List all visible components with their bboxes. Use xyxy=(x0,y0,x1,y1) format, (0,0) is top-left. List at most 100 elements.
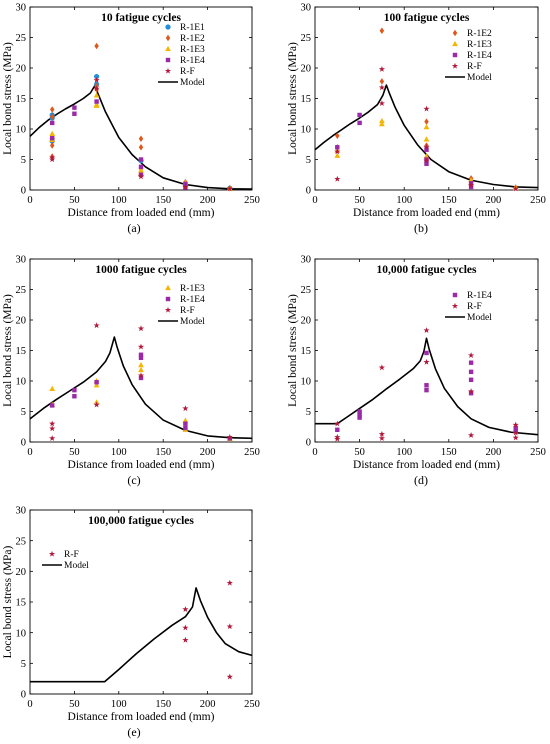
plot-frame xyxy=(29,509,253,695)
x-axis-label: Distance from loaded end (mm) xyxy=(353,459,500,471)
chart-title: 1000 fatigue cycles xyxy=(95,264,187,276)
legend-label: R-F xyxy=(180,67,195,77)
data-point xyxy=(49,135,55,141)
chart-title: 100,000 fatigue cycles xyxy=(88,515,194,527)
legend-label: R-1E4 xyxy=(180,56,205,66)
x-tick-label: 100 xyxy=(396,195,412,206)
legend-label: Model xyxy=(180,317,205,327)
x-tick-label: 250 xyxy=(530,195,546,206)
y-tick-label: 25 xyxy=(16,285,27,296)
legend-label: R-1E4 xyxy=(467,51,492,61)
y-tick-label: 0 xyxy=(21,690,26,701)
data-point xyxy=(468,360,474,365)
y-tick-label: 25 xyxy=(301,33,312,44)
series-r-f xyxy=(334,327,519,442)
chart-panel-0: 0 50 100 150 200 250 0 5 10 15 20 25 30 Distance from… xyxy=(2,3,260,235)
legend-label: R-1E2 xyxy=(180,34,205,44)
chart-title: 10,000 fatigue cycles xyxy=(377,264,477,276)
series-r-f xyxy=(49,76,233,192)
y-tick-label: 25 xyxy=(16,33,27,44)
legend-marker xyxy=(452,52,458,58)
data-point xyxy=(183,425,188,431)
data-point xyxy=(93,76,100,83)
legend-marker xyxy=(165,296,171,302)
data-point xyxy=(378,435,385,441)
legend-marker xyxy=(452,29,458,37)
series-r-1e4 xyxy=(49,99,188,190)
legend-label: Model xyxy=(180,78,205,88)
y-tick-label: 20 xyxy=(301,316,312,327)
legend-marker xyxy=(451,302,459,309)
legend-marker xyxy=(165,34,171,42)
data-point xyxy=(138,362,144,368)
y-axis-label: Local bond stress (MPa) xyxy=(287,42,299,155)
legend-label: R-1E3 xyxy=(180,45,205,55)
data-point xyxy=(93,322,100,329)
data-point xyxy=(138,157,144,162)
data-point xyxy=(93,85,100,92)
data-point xyxy=(334,175,341,182)
data-point xyxy=(334,152,341,158)
data-point xyxy=(379,121,385,127)
panel-label: (b) xyxy=(414,221,428,235)
chart-panel-3: 0 50 100 150 200 250 0 5 10 15 20 25 30 Distance from… xyxy=(287,255,546,487)
x-tick-label: 150 xyxy=(441,195,457,206)
data-point xyxy=(424,387,429,393)
x-tick-label: 200 xyxy=(486,195,502,206)
data-point xyxy=(226,673,233,680)
x-tick-label: 200 xyxy=(200,447,216,458)
model-line xyxy=(315,337,539,436)
data-point xyxy=(93,401,100,408)
y-tick-label: 10 xyxy=(301,377,312,388)
data-point xyxy=(468,177,474,183)
data-point xyxy=(49,425,56,432)
data-point xyxy=(138,167,144,173)
data-point xyxy=(423,327,430,333)
x-tick-label: 200 xyxy=(200,699,216,710)
y-axis-label: Local bond stress (MPa) xyxy=(2,42,14,155)
data-point xyxy=(72,105,77,110)
model-line xyxy=(29,336,253,440)
x-tick-label: 150 xyxy=(155,699,171,710)
data-point xyxy=(94,380,99,385)
data-point xyxy=(423,358,430,365)
data-point xyxy=(226,185,233,192)
legend-marker xyxy=(165,24,171,30)
data-point xyxy=(468,377,474,382)
x-tick-label: 150 xyxy=(441,447,457,458)
x-tick-label: 50 xyxy=(354,447,365,458)
x-tick-label: 0 xyxy=(27,447,32,458)
legend-label: R-F xyxy=(180,306,195,316)
series-r-f xyxy=(334,65,519,192)
data-point xyxy=(182,417,189,423)
data-point xyxy=(93,382,100,388)
x-tick-label: 250 xyxy=(530,447,546,458)
x-tick-label: 0 xyxy=(312,447,317,458)
x-tick-label: 100 xyxy=(396,447,412,458)
data-point xyxy=(49,142,55,149)
legend-label: R-1E3 xyxy=(467,40,492,50)
data-point xyxy=(137,372,145,379)
data-point xyxy=(468,352,475,359)
data-point xyxy=(138,144,144,151)
legend-marker xyxy=(165,284,171,291)
legend-label: R-1E4 xyxy=(467,291,492,301)
x-axis-label: Distance from loaded end (mm) xyxy=(353,207,500,219)
chart-title: 100 fatigue cycles xyxy=(384,12,470,24)
data-point xyxy=(334,148,341,155)
data-point xyxy=(378,100,385,107)
y-tick-label: 5 xyxy=(21,407,26,418)
y-tick-label: 15 xyxy=(301,94,312,105)
data-point xyxy=(94,73,100,80)
data-point xyxy=(357,415,362,420)
data-point xyxy=(424,383,429,388)
data-point xyxy=(137,325,145,332)
panel-label: (c) xyxy=(127,473,140,487)
panel-label: (e) xyxy=(127,725,140,739)
y-tick-label: 25 xyxy=(301,285,312,296)
data-point xyxy=(379,27,385,35)
data-point xyxy=(423,144,430,150)
x-tick-label: 100 xyxy=(111,447,127,458)
y-tick-label: 10 xyxy=(16,628,27,639)
